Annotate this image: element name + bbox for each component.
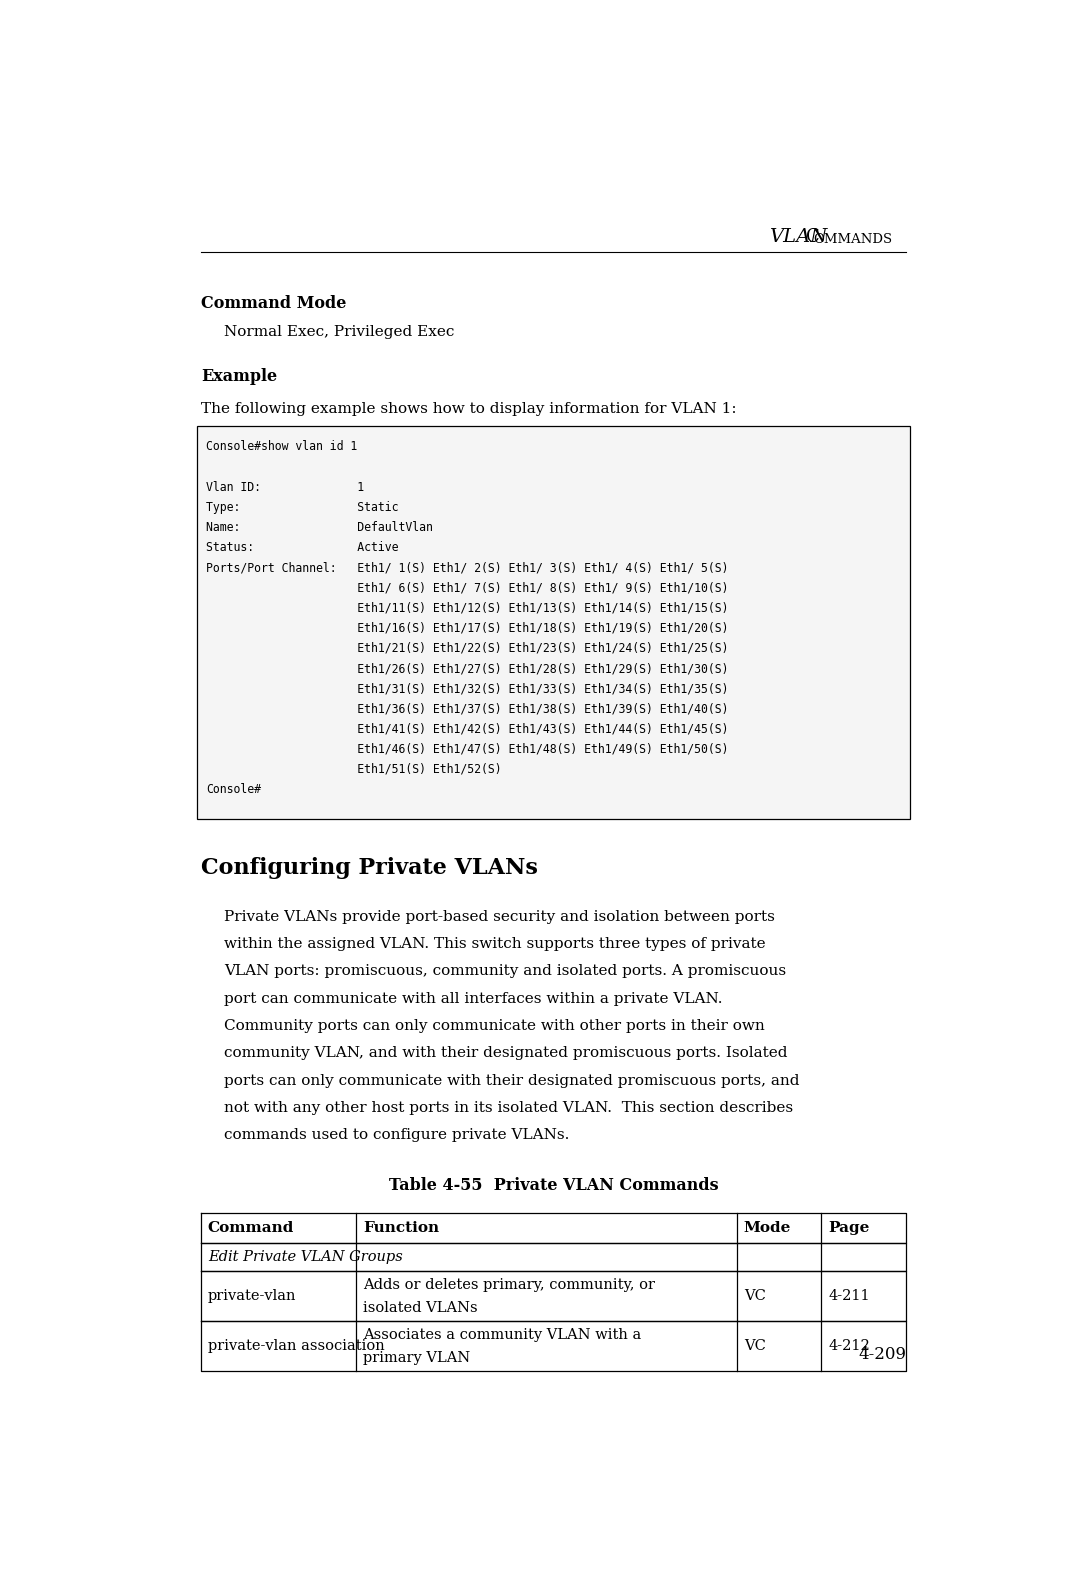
Text: Status:               Active: Status: Active	[206, 542, 399, 554]
Text: Command: Command	[207, 1221, 294, 1236]
Text: VLAN: VLAN	[769, 228, 827, 246]
Text: private-vlan association: private-vlan association	[207, 1339, 384, 1353]
Text: The following example shows how to display information for VLAN 1:: The following example shows how to displ…	[201, 402, 737, 416]
Text: Eth1/ 6(S) Eth1/ 7(S) Eth1/ 8(S) Eth1/ 9(S) Eth1/10(S): Eth1/ 6(S) Eth1/ 7(S) Eth1/ 8(S) Eth1/ 9…	[206, 581, 729, 595]
Text: Eth1/51(S) Eth1/52(S): Eth1/51(S) Eth1/52(S)	[206, 763, 502, 776]
Text: VC: VC	[744, 1339, 766, 1353]
Text: Table 4-55  Private VLAN Commands: Table 4-55 Private VLAN Commands	[389, 1178, 718, 1195]
Text: VC: VC	[744, 1289, 766, 1303]
Text: not with any other host ports in its isolated VLAN.  This section describes: not with any other host ports in its iso…	[225, 1101, 793, 1115]
Text: Edit Private VLAN Groups: Edit Private VLAN Groups	[207, 1250, 403, 1264]
Text: Configuring Private VLANs: Configuring Private VLANs	[201, 857, 538, 879]
Text: Eth1/46(S) Eth1/47(S) Eth1/48(S) Eth1/49(S) Eth1/50(S): Eth1/46(S) Eth1/47(S) Eth1/48(S) Eth1/49…	[206, 743, 729, 755]
Text: Console#: Console#	[206, 783, 261, 796]
Text: Example: Example	[201, 367, 276, 385]
Text: Eth1/31(S) Eth1/32(S) Eth1/33(S) Eth1/34(S) Eth1/35(S): Eth1/31(S) Eth1/32(S) Eth1/33(S) Eth1/34…	[206, 683, 729, 696]
Text: Eth1/26(S) Eth1/27(S) Eth1/28(S) Eth1/29(S) Eth1/30(S): Eth1/26(S) Eth1/27(S) Eth1/28(S) Eth1/29…	[206, 663, 729, 675]
Text: Command Mode: Command Mode	[201, 295, 347, 312]
Text: Private VLANs provide port-based security and isolation between ports: Private VLANs provide port-based securit…	[225, 909, 775, 923]
Text: 4-212: 4-212	[828, 1339, 870, 1353]
Text: Eth1/21(S) Eth1/22(S) Eth1/23(S) Eth1/24(S) Eth1/25(S): Eth1/21(S) Eth1/22(S) Eth1/23(S) Eth1/24…	[206, 642, 729, 655]
Text: Eth1/16(S) Eth1/17(S) Eth1/18(S) Eth1/19(S) Eth1/20(S): Eth1/16(S) Eth1/17(S) Eth1/18(S) Eth1/19…	[206, 622, 729, 634]
Text: C: C	[806, 228, 820, 246]
Text: primary VLAN: primary VLAN	[363, 1350, 470, 1364]
Text: Vlan ID:              1: Vlan ID: 1	[206, 480, 364, 493]
Text: Eth1/41(S) Eth1/42(S) Eth1/43(S) Eth1/44(S) Eth1/45(S): Eth1/41(S) Eth1/42(S) Eth1/43(S) Eth1/44…	[206, 722, 729, 736]
Text: Eth1/36(S) Eth1/37(S) Eth1/38(S) Eth1/39(S) Eth1/40(S): Eth1/36(S) Eth1/37(S) Eth1/38(S) Eth1/39…	[206, 702, 729, 716]
Text: Name:                 DefaultVlan: Name: DefaultVlan	[206, 521, 433, 534]
Text: community VLAN, and with their designated promiscuous ports. Isolated: community VLAN, and with their designate…	[225, 1046, 787, 1060]
Text: 4-211: 4-211	[828, 1289, 870, 1303]
Text: Associates a community VLAN with a: Associates a community VLAN with a	[363, 1328, 642, 1342]
Text: isolated VLANs: isolated VLANs	[363, 1300, 477, 1314]
Text: Console#show vlan id 1: Console#show vlan id 1	[206, 440, 357, 454]
Text: Mode: Mode	[744, 1221, 792, 1236]
Text: Function: Function	[363, 1221, 440, 1236]
Text: port can communicate with all interfaces within a private VLAN.: port can communicate with all interfaces…	[225, 992, 723, 1006]
Text: Eth1/11(S) Eth1/12(S) Eth1/13(S) Eth1/14(S) Eth1/15(S): Eth1/11(S) Eth1/12(S) Eth1/13(S) Eth1/14…	[206, 601, 729, 614]
Text: private-vlan: private-vlan	[207, 1289, 296, 1303]
Text: Normal Exec, Privileged Exec: Normal Exec, Privileged Exec	[225, 325, 455, 339]
Text: Community ports can only communicate with other ports in their own: Community ports can only communicate wit…	[225, 1019, 765, 1033]
Text: OMMANDS: OMMANDS	[813, 234, 893, 246]
Text: Page: Page	[828, 1221, 869, 1236]
Bar	[197, 427, 910, 818]
Text: within the assigned VLAN. This switch supports three types of private: within the assigned VLAN. This switch su…	[225, 937, 766, 951]
Text: VLAN ports: promiscuous, community and isolated ports. A promiscuous: VLAN ports: promiscuous, community and i…	[225, 964, 786, 978]
Text: commands used to configure private VLANs.: commands used to configure private VLANs…	[225, 1129, 569, 1143]
Text: 4-209: 4-209	[859, 1345, 906, 1363]
Text: Ports/Port Channel:   Eth1/ 1(S) Eth1/ 2(S) Eth1/ 3(S) Eth1/ 4(S) Eth1/ 5(S): Ports/Port Channel: Eth1/ 1(S) Eth1/ 2(S…	[206, 560, 729, 575]
Text: ports can only communicate with their designated promiscuous ports, and: ports can only communicate with their de…	[225, 1074, 799, 1088]
Text: Type:                 Static: Type: Static	[206, 501, 399, 513]
Text: Adds or deletes primary, community, or: Adds or deletes primary, community, or	[363, 1278, 654, 1292]
